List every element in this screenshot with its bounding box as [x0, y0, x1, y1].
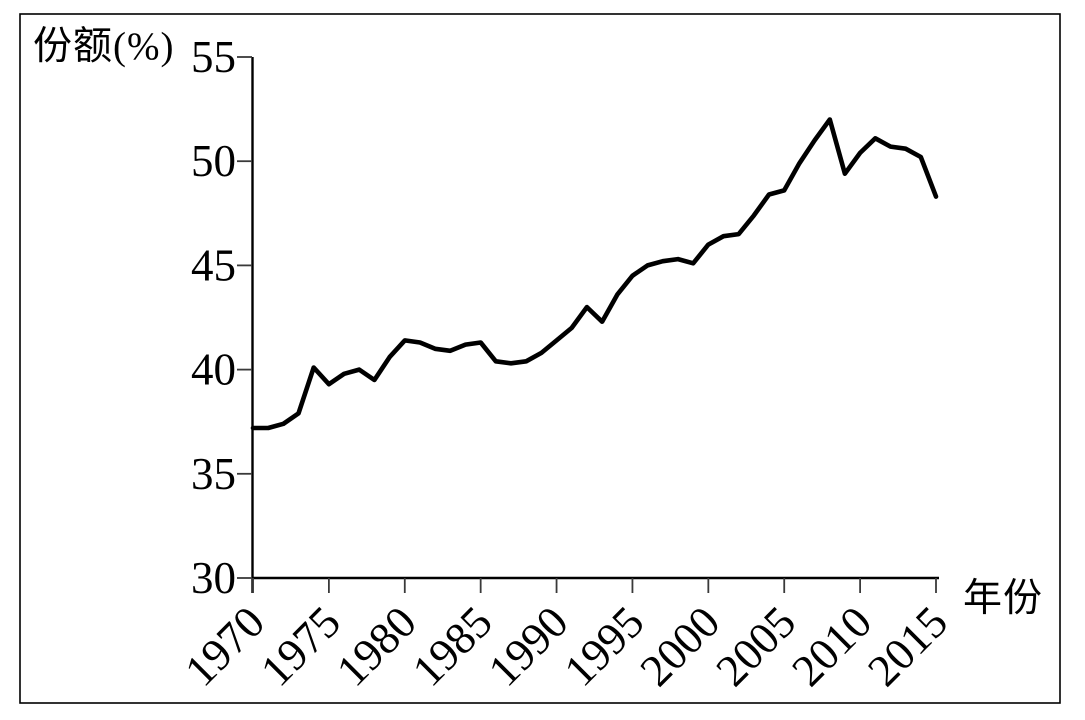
x-tick-label: 1970 [175, 597, 274, 696]
x-tick-label: 1985 [403, 597, 502, 696]
y-tick-label: 40 [191, 345, 236, 395]
y-tick-label: 35 [191, 449, 236, 499]
x-tick-label: 1995 [555, 597, 654, 696]
x-tick-label: 2000 [630, 597, 729, 696]
x-tick-label: 1975 [251, 597, 350, 696]
x-tick-label: 2005 [706, 597, 805, 696]
x-tick-label: 1990 [479, 597, 578, 696]
y-tick-label: 50 [191, 136, 236, 186]
plot-area [250, 117, 939, 431]
y-axis: 30 35 40 45 50 55 [191, 32, 254, 603]
x-axis-title: 年份 [963, 577, 1043, 620]
data-line [250, 117, 939, 431]
y-axis-title: 份额(%) [33, 25, 174, 68]
figure-border [19, 13, 1061, 704]
y-tick-label: 45 [191, 240, 236, 290]
y-tick-label: 30 [191, 553, 236, 603]
x-tick-label: 1980 [327, 597, 426, 696]
x-tick-label: 2010 [782, 597, 881, 696]
x-tick-label: 2015 [858, 597, 957, 696]
y-tick-label: 55 [191, 32, 236, 82]
